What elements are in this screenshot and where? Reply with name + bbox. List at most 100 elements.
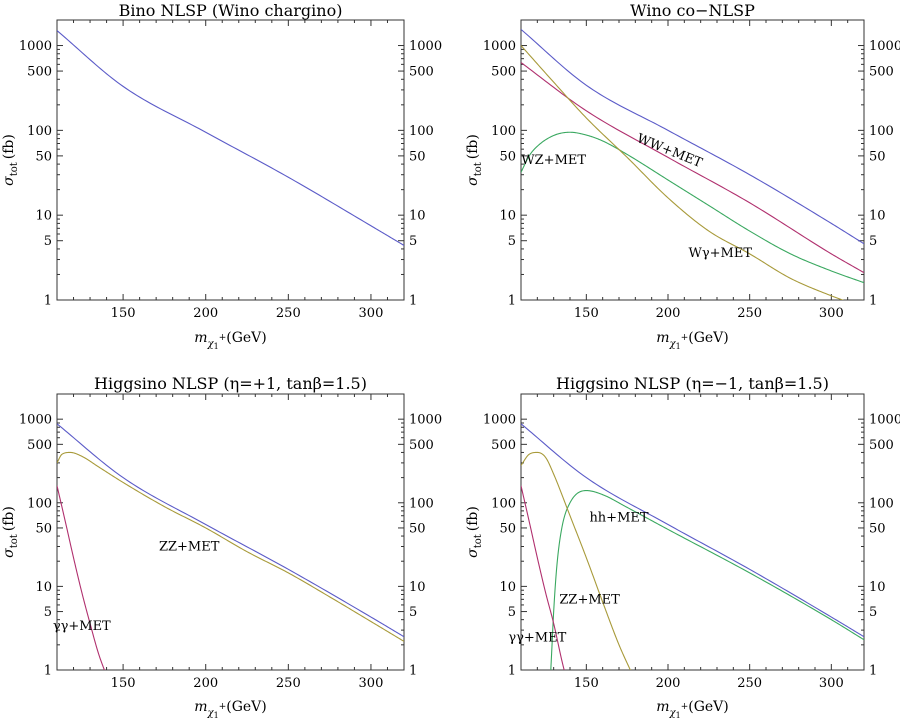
y-tick-label-left: 5 xyxy=(44,605,52,620)
y-tick-label-left: 10 xyxy=(499,580,516,595)
y-tick-label-left: 500 xyxy=(27,438,52,453)
y-tick-label-left: 1 xyxy=(44,294,52,309)
y-axis-label-unit: (fb) xyxy=(465,506,481,531)
x-axis-label-superscript: + xyxy=(681,333,689,343)
series-annotation: WZ+MET xyxy=(521,153,586,168)
series-group xyxy=(521,423,864,670)
x-axis-label-subscript-index: 1 xyxy=(214,342,219,351)
series-annotation: γγ+MET xyxy=(53,619,111,634)
chart-title: Higgsino NLSP (η=+1, tanβ=1.5) xyxy=(94,374,367,393)
y-tick-label-left: 10 xyxy=(35,209,52,224)
y-axis-label-subscript: tot xyxy=(9,162,20,176)
x-axis-label-subscript: χ xyxy=(669,339,677,350)
y-tick-label-left: 5 xyxy=(44,234,52,249)
y-tick-label-left: 1000 xyxy=(19,413,52,428)
y-tick-label-left: 100 xyxy=(27,124,52,139)
series-line-ww-met xyxy=(521,62,864,274)
series-line-w-met xyxy=(521,45,845,300)
y-axis-label: σtot (fb) xyxy=(465,134,484,186)
y-tick-label-left: 500 xyxy=(491,438,516,453)
x-axis-label-unit: (GeV) xyxy=(688,330,729,346)
x-tick-label: 300 xyxy=(819,676,844,691)
x-axis-label-superscript: + xyxy=(219,333,227,343)
x-tick-label: 200 xyxy=(193,676,218,691)
y-tick-label-left: 10 xyxy=(35,580,52,595)
x-tick-label: 250 xyxy=(276,676,301,691)
y-tick-label-left: 50 xyxy=(499,149,516,164)
x-axis-label-subscript-index: 1 xyxy=(676,711,681,720)
series-line--met xyxy=(521,485,565,670)
y-axis-label: σtot (fb) xyxy=(1,134,20,186)
series-annotation: ZZ+MET xyxy=(559,593,620,608)
y-tick-label-left: 50 xyxy=(35,521,52,536)
x-axis-label-unit: (GeV) xyxy=(688,699,729,715)
y-tick-label-left: 1000 xyxy=(19,39,52,54)
y-tick-label-right: 100 xyxy=(409,124,434,139)
series-annotation: ZZ+MET xyxy=(159,539,220,554)
y-tick-label-right: 50 xyxy=(409,521,426,536)
y-tick-label-right: 500 xyxy=(869,438,894,453)
x-tick-label: 250 xyxy=(737,306,762,321)
chart-title: Bino NLSP (Wino chargino) xyxy=(119,1,343,20)
x-axis-label: mχ1+(GeV) xyxy=(194,699,267,720)
y-axis-label-subscript: tot xyxy=(9,534,20,548)
y-axis-label-unit: (fb) xyxy=(465,134,481,159)
y-tick-label-right: 10 xyxy=(409,580,426,595)
plot-frame xyxy=(56,19,405,301)
series-line-total xyxy=(521,423,864,638)
x-axis-label-subscript: χ xyxy=(669,708,677,719)
y-tick-label-left: 100 xyxy=(491,124,516,139)
series-line-total xyxy=(57,30,404,246)
x-tick-label: 300 xyxy=(359,306,384,321)
y-axis-label-symbol: σ xyxy=(1,176,17,186)
y-tick-label-left: 1 xyxy=(44,664,52,679)
x-tick-label: 150 xyxy=(574,676,599,691)
y-tick-label-left: 1000 xyxy=(483,413,516,428)
x-axis-label-subscript: χ xyxy=(207,339,215,350)
y-tick-label-right: 10 xyxy=(869,580,886,595)
y-axis-label-subscript: tot xyxy=(473,162,484,176)
x-axis-label-superscript: + xyxy=(681,702,689,712)
x-tick-label: 250 xyxy=(276,306,301,321)
y-tick-label-right: 1 xyxy=(409,664,417,679)
x-axis-label: mχ1+(GeV) xyxy=(656,699,729,720)
x-tick-label: 200 xyxy=(656,676,681,691)
x-axis-label-subscript: χ xyxy=(207,708,215,719)
x-axis-label: mχ1+(GeV) xyxy=(656,330,729,351)
y-tick-label-left: 10 xyxy=(499,209,516,224)
y-tick-label-right: 50 xyxy=(869,149,886,164)
y-tick-label-left: 5 xyxy=(508,234,516,249)
y-tick-label-left: 100 xyxy=(491,496,516,511)
x-axis-label-symbol: m xyxy=(194,699,207,715)
y-tick-label-right: 100 xyxy=(869,124,894,139)
y-tick-label-right: 1 xyxy=(869,664,877,679)
y-tick-label-right: 500 xyxy=(409,65,434,80)
x-axis-label-subscript-index: 1 xyxy=(676,342,681,351)
y-tick-label-right: 1000 xyxy=(869,39,900,54)
y-tick-label-left: 1 xyxy=(508,664,516,679)
y-tick-label-right: 5 xyxy=(409,234,417,249)
series-annotation: Wγ+MET xyxy=(689,246,753,261)
x-tick-label: 300 xyxy=(359,676,384,691)
y-tick-label-left: 500 xyxy=(27,65,52,80)
series-line-wz-met xyxy=(521,131,864,284)
x-tick-label: 150 xyxy=(574,306,599,321)
y-tick-label-right: 5 xyxy=(869,605,877,620)
y-tick-label-right: 50 xyxy=(869,521,886,536)
series-line-total xyxy=(57,423,404,638)
y-axis-label: σtot (fb) xyxy=(465,506,484,558)
y-axis-label: σtot (fb) xyxy=(1,506,20,558)
plot-frame xyxy=(520,19,865,301)
x-axis-label-unit: (GeV) xyxy=(226,330,267,346)
series-line-zz-met xyxy=(57,451,404,642)
y-tick-label-right: 1 xyxy=(409,294,417,309)
series-group xyxy=(521,28,864,300)
y-tick-label-right: 1000 xyxy=(869,413,900,428)
panel-2: Wino co−NLSP 150 200 250 300 1 1 5 5 10 10 50 50 100 1… xyxy=(465,1,900,351)
y-axis-label-subscript: tot xyxy=(473,534,484,548)
y-axis-label-unit: (fb) xyxy=(1,134,17,159)
y-axis-label-symbol: σ xyxy=(1,548,17,558)
y-tick-label-right: 100 xyxy=(409,496,434,511)
series-annotation: γγ+MET xyxy=(508,630,566,645)
chart-title: Wino co−NLSP xyxy=(630,1,755,20)
